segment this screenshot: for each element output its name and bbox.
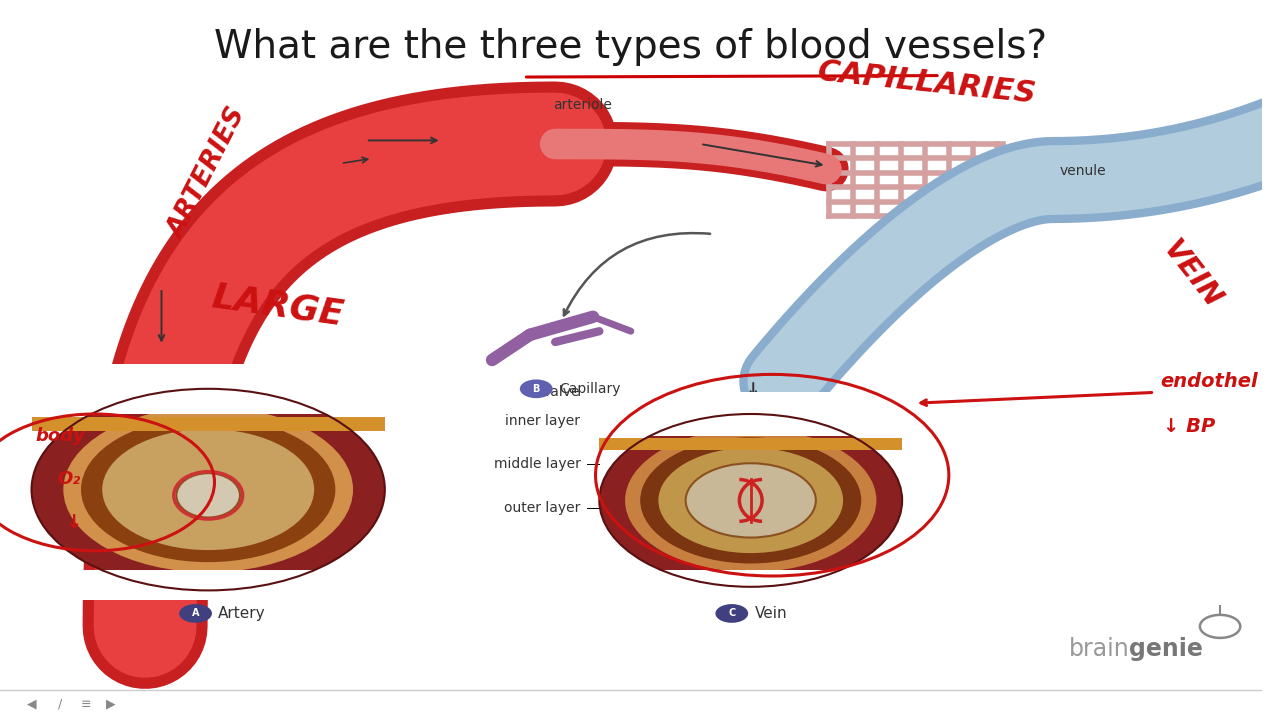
Text: ARTERIES: ARTERIES [164,104,252,242]
Text: venule: venule [1060,164,1106,179]
Text: Capillary: Capillary [559,382,621,396]
Bar [584,570,918,595]
Text: LARGE: LARGE [210,280,346,332]
Circle shape [716,604,749,623]
Bar [14,570,402,600]
Text: valve: valve [543,385,580,400]
Circle shape [63,407,353,572]
Text: ▶: ▶ [106,698,116,711]
Text: outer layer: outer layer [504,500,580,515]
Bar [599,438,902,450]
Circle shape [179,604,212,623]
Text: body: body [36,426,86,444]
Text: C: C [728,608,736,618]
Circle shape [686,463,815,538]
Bar [14,364,402,414]
Text: ≡: ≡ [81,698,91,711]
Bar [32,417,385,431]
Circle shape [599,414,902,587]
Circle shape [625,428,877,572]
Text: Artery: Artery [219,606,266,621]
Circle shape [658,448,844,553]
Text: O₂: O₂ [58,470,81,488]
Text: B: B [532,384,540,394]
Circle shape [520,379,553,398]
Text: ↓ BP: ↓ BP [1164,417,1216,436]
Text: middle layer: middle layer [494,457,580,472]
Text: endothel: endothel [1161,372,1258,391]
Text: inner layer: inner layer [506,414,580,428]
Text: brain: brain [1069,637,1129,662]
Text: ↓: ↓ [65,513,82,531]
Text: What are the three types of blood vessels?: What are the three types of blood vessel… [214,28,1047,66]
Text: A: A [192,608,200,618]
Text: /: / [59,698,63,711]
Text: arteriole: arteriole [553,98,612,112]
Circle shape [81,417,335,562]
Text: VEIN: VEIN [1157,236,1228,314]
Circle shape [640,437,861,564]
Circle shape [32,389,385,590]
Ellipse shape [177,473,239,518]
Text: genie: genie [1129,637,1203,662]
Text: ◀: ◀ [27,698,36,711]
Text: CAPILLARIES: CAPILLARIES [817,57,1038,109]
Text: Vein: Vein [754,606,787,621]
Circle shape [102,429,314,550]
Bar [584,392,918,436]
